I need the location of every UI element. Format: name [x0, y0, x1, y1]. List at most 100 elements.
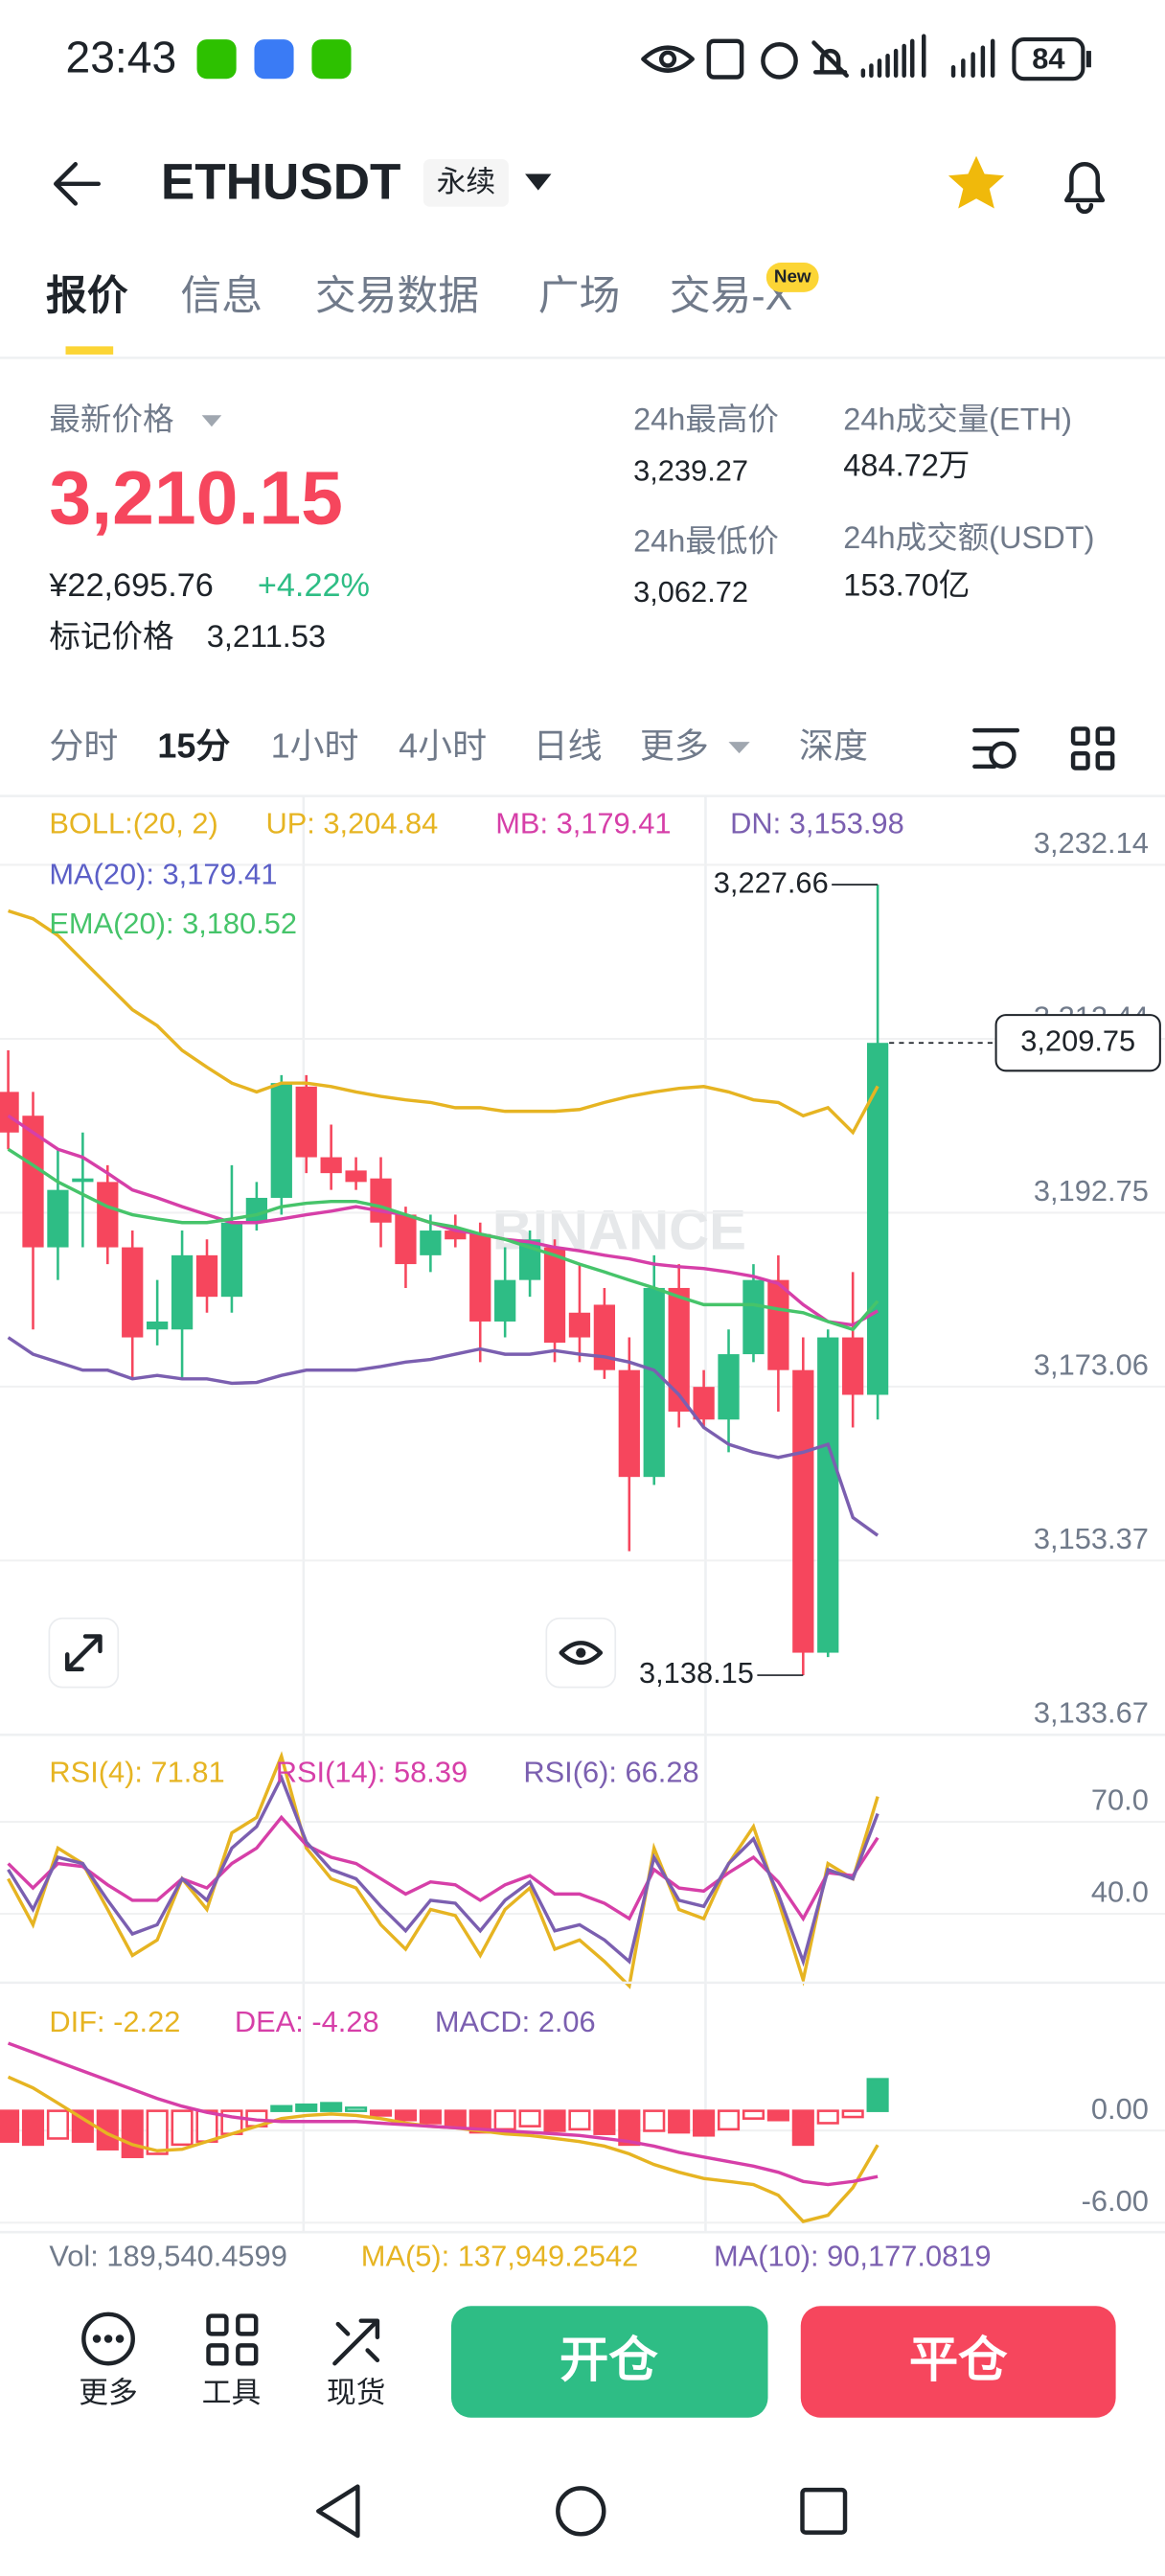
symbol[interactable]: ETHUSDT — [161, 154, 401, 211]
toolbar-label[interactable]: 现货 — [327, 2376, 386, 2409]
eye-pupil — [576, 1647, 586, 1658]
badge-bg — [423, 159, 509, 207]
macd-bar — [46, 2109, 69, 2140]
macd-bar — [21, 2109, 45, 2147]
legend: MB: 3,179.41 — [495, 807, 671, 840]
favorite-star[interactable] — [948, 155, 1005, 209]
candle-body — [618, 1369, 640, 1478]
indicator-line — [8, 908, 879, 1136]
nav-back[interactable] — [316, 2484, 360, 2539]
interval[interactable]: 日线 — [534, 725, 603, 765]
close-label[interactable]: 平仓 — [909, 2332, 1008, 2387]
indicator-line — [7, 1147, 879, 1332]
macd-bar — [419, 2109, 442, 2125]
interval[interactable]: 1小时 — [271, 725, 359, 765]
symbol-dropdown[interactable] — [525, 173, 552, 191]
open-button[interactable] — [450, 2306, 768, 2418]
legend: BOLL:(20, 2) — [49, 807, 217, 840]
price-dropdown[interactable] — [201, 415, 222, 427]
nav-recent[interactable] — [800, 2487, 848, 2535]
layout-toggle[interactable] — [1070, 726, 1115, 770]
macd-bar — [394, 2109, 418, 2122]
interval[interactable]: 更多 — [640, 725, 709, 765]
macd-bar — [270, 2104, 293, 2112]
candle-body — [767, 1279, 789, 1370]
legend: RSI(14): 58.39 — [276, 1756, 468, 1789]
indicator-line — [7, 2041, 879, 2187]
indicator-line — [7, 1773, 879, 1967]
candle-body — [792, 1369, 814, 1653]
interval[interactable]: 15分 — [157, 725, 230, 765]
candle-body — [0, 1092, 19, 1133]
price-label[interactable]: 最新价格 — [49, 402, 173, 437]
macd-bar — [791, 2109, 814, 2147]
candle-body — [593, 1304, 616, 1370]
macd-bar — [668, 2109, 691, 2134]
candle-body — [270, 1083, 292, 1198]
mark-price: 3,211.53 — [207, 619, 326, 654]
candle-body — [245, 1197, 268, 1223]
last-price-box — [994, 1014, 1161, 1072]
indicator-line — [7, 1114, 879, 1327]
macd-bar — [742, 2109, 765, 2120]
macd-bar — [444, 2109, 467, 2128]
macd-bar — [0, 2109, 20, 2143]
tab[interactable]: 信息 — [180, 273, 263, 319]
y-tick-label: 3,153.37 — [1034, 1522, 1149, 1555]
annotation-label: 3,138.15 — [639, 1656, 754, 1690]
new-badge-bg — [765, 263, 819, 292]
price-change: +4.22% — [258, 567, 370, 604]
tab[interactable]: 报价 — [46, 273, 128, 319]
indicator-line — [7, 1814, 879, 1922]
tab[interactable]: 广场 — [538, 273, 621, 319]
y-tick-label: -6.00 — [1082, 2184, 1149, 2218]
volume-ma: MA(5): 137,949.2542 — [361, 2240, 638, 2273]
candle-body — [543, 1247, 566, 1344]
y-tick-label: 70.0 — [1091, 1783, 1149, 1817]
tools-icon[interactable] — [206, 2313, 259, 2366]
chart-settings[interactable] — [972, 727, 1020, 770]
app-icon — [196, 39, 237, 80]
macd-bar — [493, 2109, 516, 2131]
stat-label: 24h最低价 — [633, 523, 779, 558]
mark-price-label: 标记价格 — [49, 619, 173, 654]
fullscreen-icon — [65, 1634, 103, 1671]
candle-body — [568, 1312, 591, 1338]
indicator-line — [7, 1751, 879, 1990]
candle-body — [643, 1287, 665, 1478]
y-tick-label: 3,133.67 — [1034, 1695, 1149, 1729]
macd-bar — [543, 2109, 566, 2132]
macd-bar — [841, 2109, 864, 2119]
candle-body — [494, 1279, 516, 1322]
back-button[interactable] — [54, 162, 101, 206]
macd-bar — [345, 2106, 368, 2112]
candle-body — [420, 1230, 442, 1255]
macd-bar — [518, 2109, 541, 2128]
spot-icon[interactable] — [332, 2318, 380, 2366]
legend: DN: 3,153.98 — [730, 807, 904, 840]
more-dropdown[interactable] — [728, 742, 750, 754]
candle-body — [866, 1043, 889, 1395]
legend: EMA(20): 3,180.52 — [49, 907, 297, 940]
macd-bar — [717, 2109, 741, 2131]
tab-indicator — [65, 346, 114, 355]
more-icon[interactable] — [81, 2312, 135, 2366]
toolbar-label[interactable]: 更多 — [79, 2376, 138, 2409]
interval[interactable]: 深度 — [799, 725, 868, 765]
macd-bar — [195, 2109, 218, 2143]
tab[interactable]: 交易数据 — [315, 273, 479, 319]
interval[interactable]: 4小时 — [399, 725, 487, 765]
battery-level: 84 — [1032, 42, 1064, 76]
macd-bar — [816, 2109, 839, 2125]
nav-home[interactable] — [556, 2486, 606, 2537]
toolbar-label[interactable]: 工具 — [202, 2376, 262, 2409]
y-tick-label: 3,192.75 — [1034, 1174, 1149, 1208]
candle-body — [22, 1116, 44, 1248]
interval[interactable]: 分时 — [49, 725, 118, 765]
battery-tip — [1085, 51, 1091, 68]
candle-body — [171, 1254, 194, 1330]
alert-bell[interactable] — [1064, 162, 1106, 215]
open-label[interactable]: 开仓 — [560, 2332, 658, 2387]
close-button[interactable] — [800, 2306, 1116, 2418]
